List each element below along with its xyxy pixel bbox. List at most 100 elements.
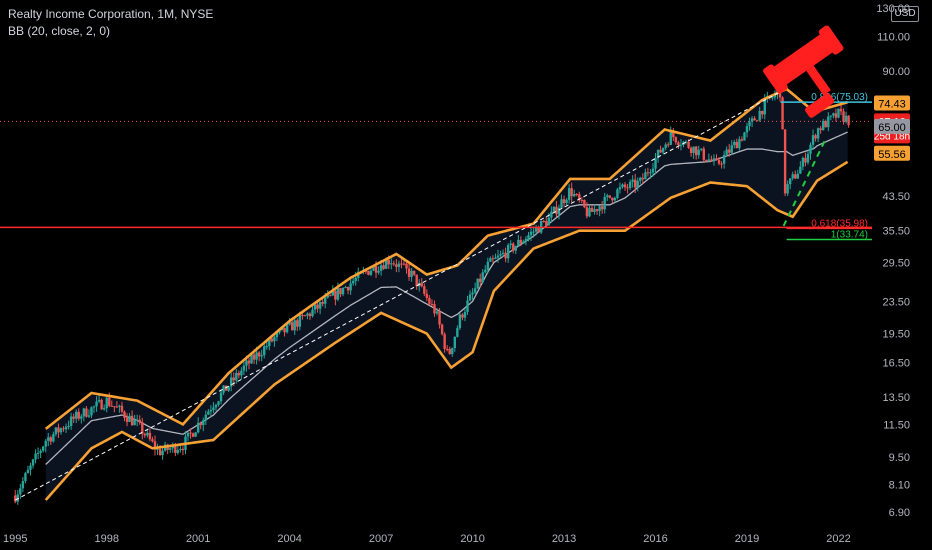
candle-body — [245, 360, 248, 366]
candle-body — [382, 265, 385, 269]
y-tick-label: 19.50 — [882, 329, 910, 341]
candle-body — [425, 293, 429, 299]
candle-body — [19, 488, 22, 495]
candle-body — [324, 297, 327, 304]
candle-body — [692, 146, 695, 153]
candle-body — [532, 231, 535, 233]
candle-body — [743, 132, 746, 141]
candle-body — [87, 415, 91, 417]
candle-body — [542, 221, 545, 223]
candle-body — [219, 392, 223, 402]
candle-body — [72, 416, 75, 419]
candle-body — [458, 314, 462, 329]
candle-body — [288, 322, 291, 325]
candle-body — [69, 416, 73, 426]
candle-body — [809, 144, 812, 154]
candle-body — [829, 115, 833, 117]
candle-body — [64, 426, 68, 430]
candle-body — [621, 184, 624, 188]
candle-body — [179, 448, 182, 450]
candle-body — [435, 311, 439, 314]
candle-body — [224, 385, 228, 391]
candle-body — [158, 448, 162, 456]
candle-body — [608, 195, 611, 198]
x-tick-label: 2010 — [460, 533, 484, 545]
y-tick-label: 16.50 — [882, 357, 910, 369]
candle-body — [283, 327, 286, 333]
candle-body — [410, 270, 413, 277]
candle-body — [214, 404, 218, 408]
candle-body — [771, 97, 774, 99]
candle-body — [49, 437, 53, 442]
candle-body — [796, 173, 800, 179]
candle-body — [560, 199, 563, 208]
candle-body — [196, 422, 200, 433]
candle-body — [755, 120, 759, 122]
candle-body — [47, 437, 50, 441]
candle-body — [649, 172, 652, 174]
candle-body — [136, 419, 139, 421]
candle-body — [423, 286, 426, 294]
candle-body — [44, 440, 47, 447]
bollinger-upper-band — [44, 87, 848, 430]
candle-body — [148, 432, 152, 440]
candle-body — [260, 355, 263, 357]
candle-body — [702, 148, 705, 160]
candle-body — [748, 121, 751, 127]
candle-body — [697, 149, 700, 156]
candle-body — [125, 417, 129, 422]
candle-body — [311, 309, 314, 317]
candle-body — [664, 144, 667, 148]
fib-level-label: 0.886(75.03) — [811, 92, 868, 103]
candle-body — [156, 448, 159, 450]
candle-body — [654, 158, 657, 169]
candle-body — [440, 324, 444, 335]
candles — [14, 88, 850, 505]
candle-body — [334, 290, 337, 300]
candle-body — [108, 397, 111, 406]
candle-body — [14, 495, 17, 502]
candle-body — [326, 295, 329, 298]
candle-body — [725, 149, 728, 155]
candle-body — [377, 270, 380, 273]
candle-body — [791, 174, 794, 179]
candle-body — [758, 110, 761, 121]
candle-body — [628, 181, 632, 189]
candle-body — [217, 401, 220, 405]
candle-body — [669, 131, 672, 145]
candle-body — [557, 207, 561, 215]
candle-body — [268, 338, 271, 347]
candle-body — [118, 405, 121, 407]
candle-body — [209, 410, 213, 412]
candle-body — [308, 313, 312, 317]
candle-body — [153, 441, 157, 450]
chart-title: Realty Income Corporation, 1M, NYSE — [8, 7, 214, 21]
candle-body — [346, 286, 350, 291]
candle-body — [562, 199, 566, 203]
candle-body — [456, 328, 459, 337]
candle-body — [489, 258, 492, 262]
candle-body — [82, 408, 86, 417]
candle-body — [611, 197, 614, 201]
indicator-label[interactable]: BB (20, close, 2, 0) — [8, 24, 111, 38]
candle-body — [237, 372, 241, 376]
candle-body — [252, 354, 256, 360]
bollinger-fill — [45, 89, 848, 501]
candle-body — [369, 270, 373, 275]
candle-body — [578, 194, 581, 200]
gavel-base — [805, 93, 835, 118]
candle-body — [194, 432, 197, 437]
currency-button[interactable]: USD — [891, 6, 919, 22]
candle-body — [527, 235, 530, 239]
y-tick-label: 110.00 — [877, 31, 910, 43]
candle-body — [524, 238, 528, 242]
candle-body — [573, 194, 576, 197]
candle-body — [397, 263, 401, 267]
candle-body — [387, 259, 390, 265]
candle-body — [298, 315, 302, 327]
candle-body — [631, 179, 634, 182]
candle-body — [24, 473, 27, 482]
candle-body — [509, 243, 512, 246]
gavel-head-end — [763, 64, 788, 94]
